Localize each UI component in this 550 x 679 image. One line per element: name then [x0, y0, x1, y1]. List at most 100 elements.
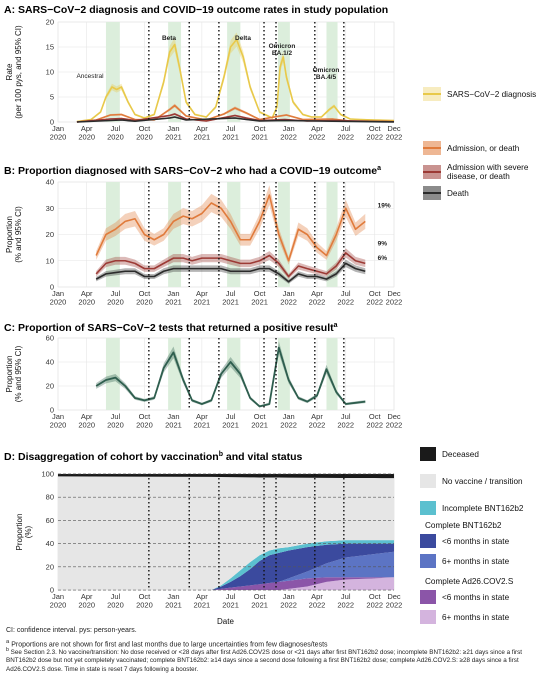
panel-c-wave-band: [105, 338, 120, 410]
legend-d-incomplete-swatch: [420, 501, 436, 515]
panel-b-ytick-label: 30: [46, 204, 54, 213]
panel-b-xtick-part: 2022: [386, 298, 403, 307]
panel-a-ytick-label: 10: [46, 68, 54, 77]
panel-a-xtick-part: Jul: [226, 124, 236, 133]
legend-d-deceased-swatch: [420, 447, 436, 461]
panel-d-xtick-part: Apr: [196, 592, 208, 601]
panel-b-xtick-part: 2020: [78, 298, 95, 307]
panel-c-xtick-part: 2021: [165, 421, 182, 430]
panel-d-xtick-part: 2020: [50, 601, 67, 610]
panel-b-xtick-part: Jul: [226, 289, 236, 298]
panel-c-xtick-part: Apr: [311, 412, 323, 421]
panel-a-wave-band: [168, 22, 182, 122]
panel-d-xtick-part: Jul: [111, 592, 121, 601]
panel-d-ytick-label: 80: [46, 493, 54, 502]
panel-c-wave-band: [277, 338, 290, 410]
panel-a-xtick-label: Jul 2020: [107, 124, 124, 142]
legend-d-novax-label: No vaccine / transition: [442, 477, 523, 486]
wave-label-beta: Beta: [162, 35, 176, 42]
panel-c-xtick-label: Jul 2021: [222, 412, 239, 430]
panel-d-xtick-part: Apr: [311, 592, 323, 601]
panel-d-xtick-label: Jan 2021: [165, 592, 182, 610]
legend-diagnosis-label: SARS−CoV−2 diagnosis: [447, 90, 536, 99]
panel-d-xtick-part: 2020: [107, 601, 124, 610]
panel-d-xtick-part: 2022: [366, 601, 383, 610]
legend-admission-label: Admission, or death: [447, 144, 520, 153]
panel-c-xtick-part: Jul: [341, 412, 351, 421]
footnote-ci: CI: confidence interval. pys: person-yea…: [6, 627, 137, 634]
panel-b-xtick-label: Dec 2022: [386, 289, 403, 307]
legend-d-ad-ge6-swatch: [420, 610, 436, 624]
panel-b-wave-band: [168, 182, 182, 287]
panel-a-xtick-part: 2020: [107, 133, 124, 142]
panel-a-xtick-part: 2022: [337, 133, 354, 142]
wave-label-delta: Delta: [235, 35, 251, 42]
panel-b-ytick-label: 40: [46, 178, 54, 187]
panel-c-ytick-label: 20: [46, 382, 54, 391]
legend-severe-label: Admission with severe disease, or death: [447, 163, 529, 181]
panel-b-xtick-part: Apr: [81, 289, 93, 298]
panel-d-ytick-label: 60: [46, 516, 54, 525]
panel-d-xtick-part: Oct: [369, 592, 382, 601]
panel-a-xtick-label: Jan 2022: [280, 124, 297, 142]
panel-d-xtick-part: 2020: [136, 601, 153, 610]
panel-d-xtick-part: 2022: [280, 601, 297, 610]
legend-d-bnt-header: Complete BNT162b2: [425, 521, 502, 530]
legend-d-incomplete-label: Incomplete BNT162b2: [442, 504, 524, 513]
panel-d-xtick-part: Oct: [254, 592, 267, 601]
panel-a-xtick-part: 2022: [280, 133, 297, 142]
panel-c-xtick-part: 2021: [222, 421, 239, 430]
panel-a-ylabel: Rate(per 100 pys, and 95% CI): [5, 25, 23, 119]
panel-b-xtick-label: Oct 2022: [366, 289, 383, 307]
panel-c-xtick-part: Jul: [226, 412, 236, 421]
panel-d-ytick-label: 0: [50, 586, 54, 595]
panel-d-xtick-label: Apr 2021: [194, 592, 211, 610]
panel-a-xtick-label: Apr 2021: [194, 124, 211, 142]
panel-c-xtick-label: Jan 2021: [165, 412, 182, 430]
panel-b-xtick-part: Oct: [254, 289, 267, 298]
panel-b-title-text: B: Proportion diagnosed with SARS−CoV−2 …: [4, 165, 377, 177]
panel-b-xtick-label: Apr 2020: [78, 289, 95, 307]
panel-c-xtick-label: Apr 2022: [309, 412, 326, 430]
legend-d-ad-lt6-label: <6 months in state: [442, 593, 510, 602]
panel-c-xtick-label: Dec 2022: [386, 412, 403, 430]
legend-d-bnt-ge6-swatch: [420, 554, 436, 568]
panel-c-ytick-label: 40: [46, 358, 54, 367]
footnote-a-text: Proportions are not shown for first and …: [9, 641, 328, 649]
panel-d-area-ad_lt6: [58, 577, 394, 590]
panel-a-title: A: SARS−CoV−2 diagnosis and COVID−19 out…: [4, 4, 388, 16]
panel-a-xtick-label: Oct 2021: [251, 124, 268, 142]
panel-d-area-novax: [58, 476, 394, 590]
panel-d-xtick-label: Jul 2021: [222, 592, 239, 610]
panel-c-xtick-label: Jan 2020: [50, 412, 67, 430]
panel-c-xtick-part: 2022: [337, 421, 354, 430]
x-axis-label: Date: [217, 617, 234, 626]
panel-d-xtick-part: 2021: [251, 601, 268, 610]
panel-d-xtick-label: Jul 2022: [337, 592, 354, 610]
panel-a-xtick-part: 2022: [386, 133, 403, 142]
panel-b-xtick-label: Oct 2020: [136, 289, 153, 307]
panel-b-xtick-label: Jul 2022: [337, 289, 354, 307]
legend-d-bnt-lt6-label: <6 months in state: [442, 537, 510, 546]
panel-a-xtick-part: Oct: [254, 124, 267, 133]
panel-c-title-sup: a: [334, 322, 338, 329]
panel-c-xtick-part: Oct: [139, 412, 152, 421]
plot-layer: 0 5 10 15 20 Rate(per 100 pys, and 95% CI) Jan…: [5, 18, 536, 624]
panel-c-xtick-label: Jul 2022: [337, 412, 354, 430]
panel-b-xtick-label: Jul 2021: [222, 289, 239, 307]
panel-c-xtick-label: Apr 2021: [194, 412, 211, 430]
panel-a-xtick-label: Dec 2022: [386, 124, 403, 142]
panel-a-xtick-label: Apr 2022: [309, 124, 326, 142]
wave-label-line: BA.1/2: [272, 50, 293, 57]
panel-b-xtick-label: Jan 2022: [280, 289, 297, 307]
panel-c-xtick-part: Apr: [81, 412, 93, 421]
panel-b-xtick-part: 2020: [136, 298, 153, 307]
panel-a-xtick-label: Jul 2022: [337, 124, 354, 142]
panel-c-xtick-label: Oct 2022: [366, 412, 383, 430]
panel-d-title-sup: b: [219, 451, 223, 458]
panel-b-end-label: 6%: [378, 255, 388, 262]
panel-d-ytick-label: 40: [46, 539, 54, 548]
wave-label-ancestral: Ancestral: [76, 73, 104, 80]
panel-b-xtick-part: 2020: [50, 298, 67, 307]
